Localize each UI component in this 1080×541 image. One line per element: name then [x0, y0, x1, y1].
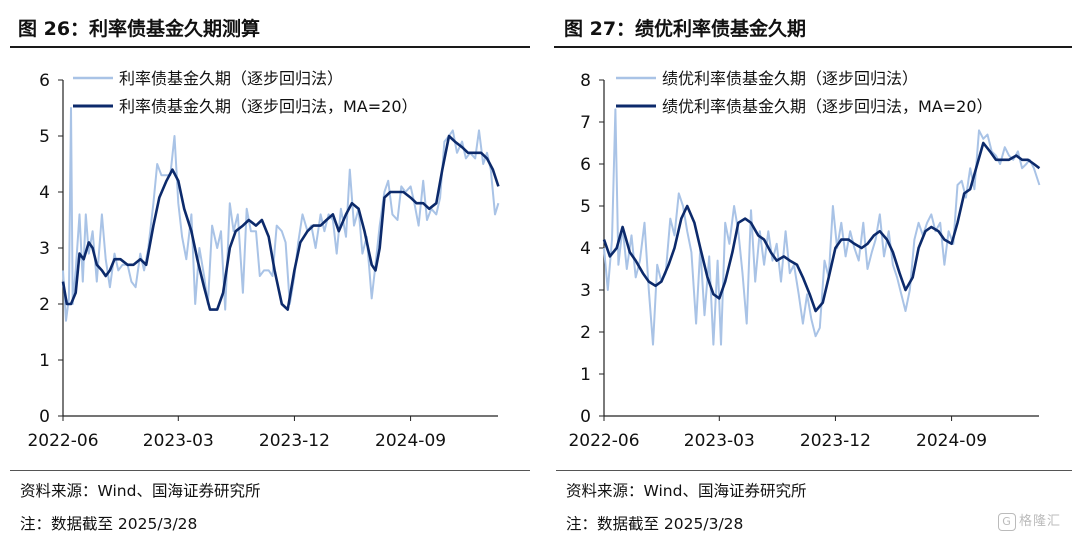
source-text-right: 资料来源：Wind、国海证券研究所	[566, 482, 807, 500]
source-text-left: 资料来源：Wind、国海证券研究所	[20, 482, 261, 500]
figure-27-title-rule	[554, 46, 1072, 48]
series-line-raw	[62, 107, 500, 322]
y-tick-label: 7	[580, 113, 591, 133]
series-line-raw	[603, 108, 1041, 346]
footer-rule-right	[556, 470, 1072, 471]
x-tick-label: 2023-12	[259, 431, 330, 451]
y-tick-label: 6	[580, 155, 591, 175]
note-text-right: 注：数据截至 2025/3/28	[566, 515, 744, 533]
figure-26-panel: 图 26：利率债基金久期测算 0 1 2 3 4 5 6 2022-06 2023-03 2023…	[0, 0, 540, 470]
legend-label: 绩优利率债基金久期（逐步回归法，MA=20）	[662, 97, 993, 116]
legend-label: 利率债基金久期（逐步回归法，MA=20）	[119, 97, 418, 116]
x-tick-label: 2022-06	[27, 431, 98, 451]
x-tick-label: 2024-09	[375, 431, 446, 451]
footer-rule-left	[10, 470, 530, 471]
y-tick-label: 6	[39, 71, 50, 91]
figure-26-title-rule	[10, 46, 530, 48]
y-tick-label: 8	[580, 71, 591, 91]
y-tick-label: 3	[39, 239, 50, 259]
figure-27-panel: 图 27：绩优利率债基金久期 0 1 2 3 4 5 6 7 8 2022-06 2023-03 20…	[550, 0, 1080, 470]
logo-icon: G	[998, 512, 1016, 531]
chart-26: 0 1 2 3 4 5 6 2022-06 2023-03 2023-12 2024-09 利率债基金…	[27, 69, 500, 451]
y-tick-label: 2	[580, 323, 591, 343]
x-tick-label: 2024-09	[916, 431, 987, 451]
y-tick-label: 1	[39, 351, 50, 371]
series-line-ma	[61, 134, 500, 311]
y-tick-label: 5	[580, 197, 591, 217]
y-tick-label: 2	[39, 295, 50, 315]
series-line-ma	[602, 141, 1041, 313]
x-tick-label: 2022-06	[568, 431, 639, 451]
x-tick-label: 2023-12	[800, 431, 871, 451]
y-tick-label: 1	[580, 365, 591, 385]
x-tick-label: 2023-03	[143, 431, 214, 451]
figure-26-title: 图 26：利率债基金久期测算	[18, 18, 261, 40]
y-tick-label: 4	[580, 239, 591, 259]
y-tick-label: 0	[39, 407, 50, 427]
y-tick-label: 3	[580, 281, 591, 301]
watermark-logo: G 格隆汇	[998, 510, 1061, 531]
figure-27-title: 图 27：绩优利率债基金久期	[564, 18, 807, 40]
logo-text: 格隆汇	[1019, 514, 1062, 529]
y-tick-label: 5	[39, 127, 50, 147]
chart-27: 0 1 2 3 4 5 6 7 8 2022-06 2023-03 2023-12 2024-09 绩优利…	[568, 69, 1041, 451]
note-text-left: 注：数据截至 2025/3/28	[20, 515, 198, 533]
y-tick-label: 4	[39, 183, 50, 203]
y-tick-label: 0	[580, 407, 591, 427]
legend-label: 利率债基金久期（逐步回归法）	[119, 69, 343, 88]
legend-label: 绩优利率债基金久期（逐步回归法）	[662, 69, 918, 88]
x-tick-label: 2023-03	[684, 431, 755, 451]
